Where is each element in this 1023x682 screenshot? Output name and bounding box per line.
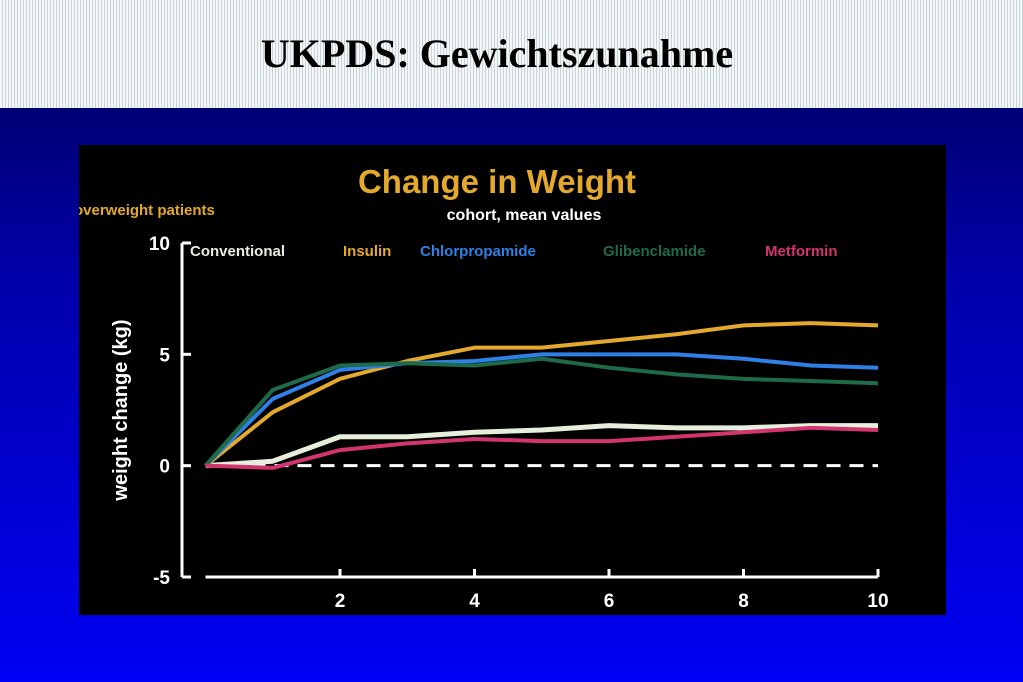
x-tick-label: 8 (738, 591, 749, 612)
chart-panel: Change in Weight cohort, mean values ove… (79, 145, 946, 615)
y-tick-label: 0 (159, 457, 170, 478)
series-line (204, 321, 879, 468)
y-axis-label: weight change (kg) (110, 319, 132, 501)
annotation: overweight patients (79, 202, 215, 219)
y-tick-label: 5 (159, 345, 170, 366)
chart-subtitle: cohort, mean values (447, 207, 602, 224)
header: UKPDS: Gewichtszunahme (0, 0, 1023, 108)
y-tick-label: -5 (153, 568, 170, 589)
chart: Change in Weight cohort, mean values ove… (79, 163, 889, 612)
x-tick-label: 4 (469, 591, 480, 612)
series-line (204, 356, 879, 467)
legend-entry: Conventional (190, 243, 285, 260)
legend-entry: Chlorpropamide (420, 243, 536, 260)
slide-title: UKPDS: Gewichtszunahme (260, 31, 734, 76)
legend-entry: Metformin (765, 243, 838, 260)
chart-title: Change in Weight (358, 163, 636, 200)
series-line (205, 423, 878, 469)
series-line (205, 425, 879, 470)
x-tick-label: 10 (867, 591, 888, 612)
y-tick-label: 10 (149, 234, 170, 255)
legend-entry: Glibenclamide (603, 243, 706, 260)
x-tick-label: 6 (604, 591, 615, 612)
series-line (204, 352, 879, 468)
x-tick-label: 2 (335, 591, 346, 612)
legend-entry: Insulin (343, 243, 391, 260)
